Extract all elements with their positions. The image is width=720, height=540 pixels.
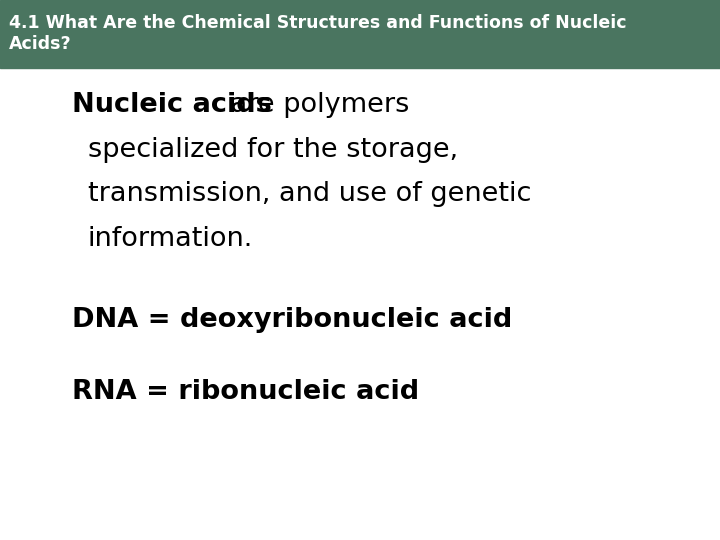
Text: Nucleic acids: Nucleic acids <box>72 92 271 118</box>
Text: DNA = deoxyribonucleic acid: DNA = deoxyribonucleic acid <box>72 307 512 333</box>
Bar <box>0 0 720 68</box>
Text: information.: information. <box>88 226 253 252</box>
Text: are polymers: are polymers <box>222 92 409 118</box>
Text: 4.1 What Are the Chemical Structures and Functions of Nucleic
Acids?: 4.1 What Are the Chemical Structures and… <box>9 15 626 53</box>
Text: specialized for the storage,: specialized for the storage, <box>88 137 458 163</box>
Text: RNA = ribonucleic acid: RNA = ribonucleic acid <box>72 379 419 404</box>
Text: transmission, and use of genetic: transmission, and use of genetic <box>88 181 531 207</box>
